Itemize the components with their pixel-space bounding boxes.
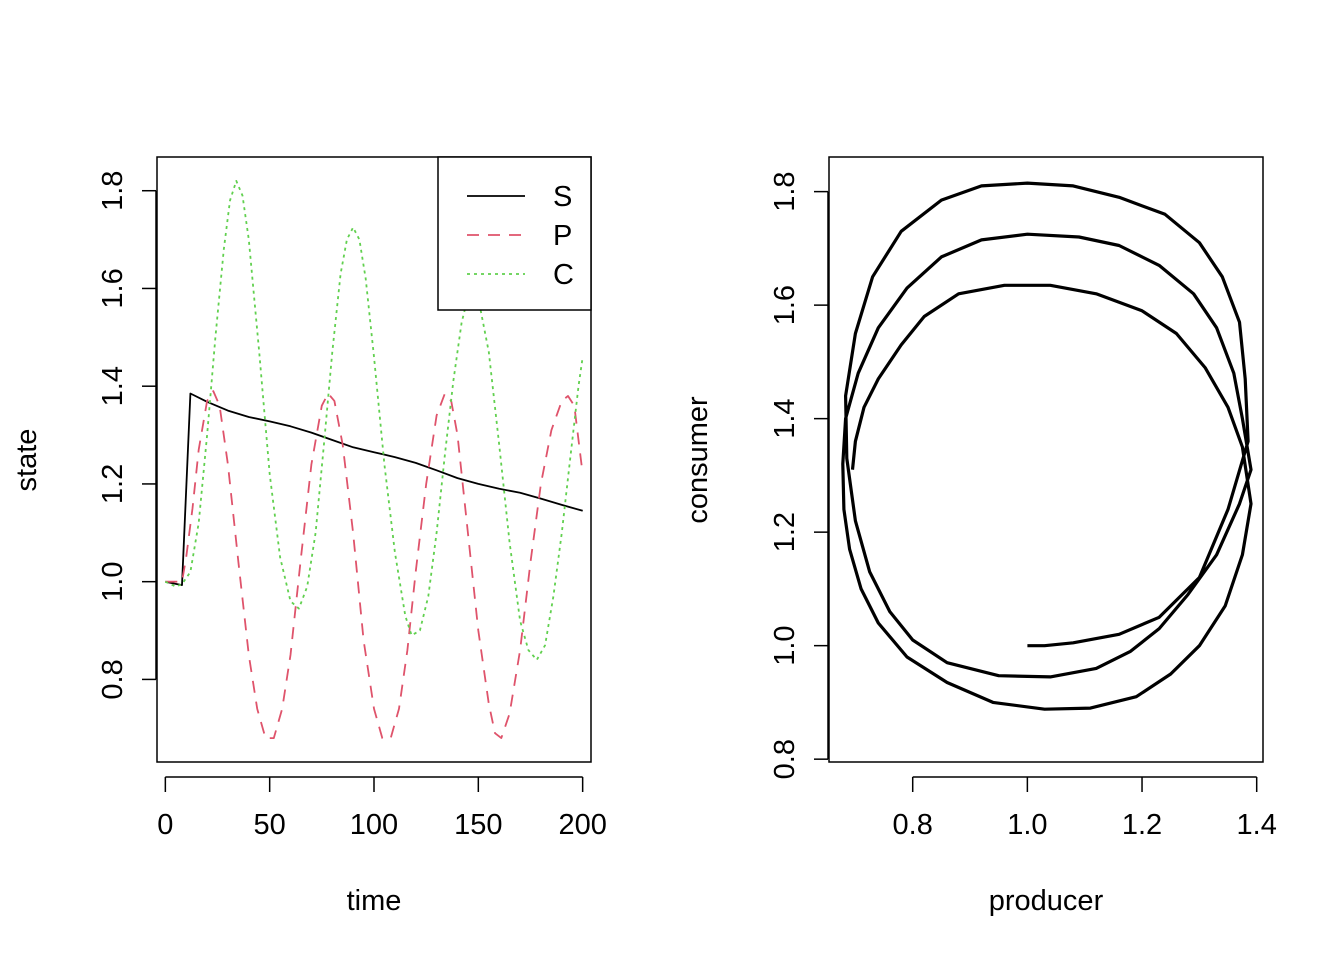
time-series-lines <box>164 179 584 739</box>
x-axis-left: 0 50 100 150 200 <box>157 776 607 841</box>
x-tick-label: 0.8 <box>893 809 933 841</box>
y-axis-left: 0.8 1.0 1.2 1.4 1.6 1.8 <box>97 171 157 700</box>
y-tick-label: 1.6 <box>97 268 129 308</box>
x-axis-label-right: producer <box>989 885 1104 917</box>
series-line-trajectory <box>841 181 1253 711</box>
y-tick-label: 1.0 <box>97 562 129 602</box>
x-tick-label: 1.2 <box>1122 809 1162 841</box>
plot-box-right <box>828 156 1264 763</box>
y-tick-label: 1.0 <box>769 625 801 665</box>
y-tick-label: 1.6 <box>769 285 801 325</box>
plot-box-left <box>156 156 592 763</box>
y-tick-label: 0.8 <box>97 659 129 699</box>
x-axis-label-left: time <box>347 885 402 917</box>
x-tick-label: 50 <box>254 809 286 841</box>
legend-box <box>437 156 592 311</box>
series-line-p <box>165 390 584 739</box>
y-tick-label: 0.8 <box>769 739 801 779</box>
x-tick-label: 0 <box>157 809 173 841</box>
y-tick-label: 1.4 <box>97 366 129 406</box>
legend-label-s: S <box>553 181 572 213</box>
x-tick-label: 150 <box>454 809 502 841</box>
legend-label-c: C <box>553 259 574 291</box>
y-tick-label: 1.2 <box>769 512 801 552</box>
y-axis-label-left: state <box>11 429 43 492</box>
phase-plot-panel: 0.8 1.0 1.2 1.4 0.8 1.0 1.2 1.4 1.6 1.8 producer… <box>682 156 1277 917</box>
series-line-c <box>164 179 584 661</box>
legend-label-p: P <box>553 220 572 252</box>
x-axis-right: 0.8 1.0 1.2 1.4 <box>893 776 1277 841</box>
y-tick-label: 1.8 <box>97 171 129 211</box>
y-tick-label: 1.4 <box>769 398 801 438</box>
legend: SPC <box>437 156 592 311</box>
time-series-panel: 0 50 100 150 200 0.8 1.0 1.2 1.4 1.6 1.8 time sta… <box>11 156 607 917</box>
series-line-s <box>165 392 583 586</box>
y-tick-label: 1.2 <box>97 464 129 504</box>
x-tick-label: 1.0 <box>1007 809 1047 841</box>
y-axis-right: 0.8 1.0 1.2 1.4 1.6 1.8 <box>769 171 829 779</box>
x-tick-label: 100 <box>350 809 398 841</box>
x-tick-label: 1.4 <box>1237 809 1277 841</box>
y-tick-label: 1.8 <box>769 171 801 211</box>
phase-trajectory <box>841 181 1253 711</box>
y-axis-label-right: consumer <box>682 396 714 524</box>
x-tick-label: 200 <box>558 809 606 841</box>
